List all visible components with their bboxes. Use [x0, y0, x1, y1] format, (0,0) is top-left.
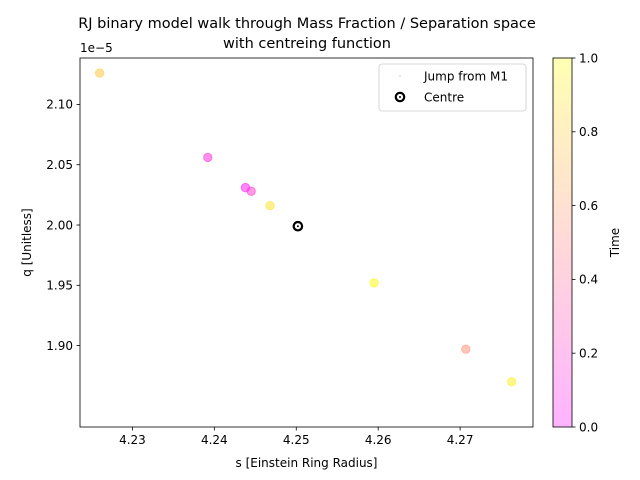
- y-axis-label: q [Unitless]: [20, 208, 34, 276]
- colorbar-gradient: [553, 58, 572, 427]
- jump-point: [246, 186, 256, 196]
- jump-point: [461, 344, 471, 354]
- x-tick-label: 4.25: [283, 433, 310, 447]
- legend-box: [378, 63, 527, 112]
- data-points: [94, 68, 517, 387]
- x-axis-ticks: 4.23 4.24 4.25 4.26 4.27: [119, 427, 473, 447]
- y-axis-ticks: 1.90 1.95 2.00 2.05 2.10: [46, 98, 80, 353]
- jump-point: [94, 68, 105, 78]
- y-tick-label: 2.10: [46, 98, 73, 112]
- colorbar: 0.0 0.2 0.4 0.6 0.8 1.0 Time: [552, 51, 622, 434]
- y-tick-label: 2.00: [46, 218, 73, 232]
- colorbar-frame: [552, 57, 573, 428]
- x-tick-label: 4.26: [365, 433, 392, 447]
- jump-point: [265, 201, 275, 211]
- x-tick-label: 4.27: [447, 433, 474, 447]
- colorbar-tick-label: 1.0: [579, 51, 598, 65]
- colorbar-ticks: 0.0 0.2 0.4 0.6 0.8 1.0: [572, 51, 598, 434]
- colorbar-tick-label: 0.8: [579, 125, 598, 139]
- colorbar-tick-label: 0.6: [579, 199, 598, 213]
- y-tick-label: 1.90: [46, 339, 73, 353]
- colorbar-tick-label: 0.2: [579, 347, 598, 361]
- legend: Jump from M1 Centre: [378, 63, 527, 112]
- x-tick-label: 4.24: [201, 433, 228, 447]
- chart-title-line-1: RJ binary model walk through Mass Fracti…: [78, 16, 536, 32]
- centre-point: [292, 220, 304, 232]
- centre-point-dot: [296, 225, 299, 228]
- legend-marker-jump: [399, 75, 401, 77]
- jump-point: [203, 152, 213, 163]
- colorbar-tick-label: 0.4: [579, 273, 598, 287]
- plot-area: [80, 58, 533, 427]
- colorbar-tick-label: 0.0: [579, 420, 598, 434]
- jump-point: [369, 278, 379, 288]
- jump-point: [507, 377, 517, 387]
- chart-title-line-2: with centreing function: [223, 36, 391, 52]
- x-axis-label: s [Einstein Ring Radius]: [236, 456, 378, 470]
- y-tick-label: 2.05: [46, 158, 73, 172]
- y-axis-offset-text: 1e−5: [80, 41, 113, 55]
- legend-marker-centre: [394, 91, 406, 103]
- colorbar-label: Time: [608, 228, 622, 258]
- legend-label-jump: Jump from M1: [423, 70, 508, 84]
- plot-frame: [79, 57, 534, 428]
- x-tick-label: 4.23: [119, 433, 146, 447]
- y-tick-label: 1.95: [46, 279, 73, 293]
- legend-marker-centre-dot: [399, 96, 401, 98]
- legend-label-centre: Centre: [424, 91, 464, 105]
